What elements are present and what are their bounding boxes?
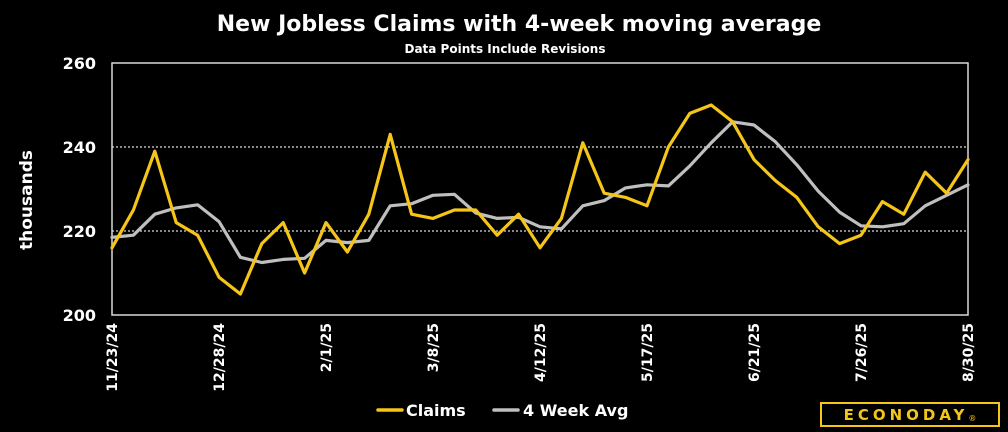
legend: Claims 4 Week Avg (376, 401, 628, 420)
y-axis-label: thousands (17, 150, 37, 250)
legend-label-claims: Claims (406, 401, 466, 420)
logo-text: ECONODAY (843, 405, 969, 424)
y-tick-labels: 200 220 240 260 (63, 54, 96, 325)
plot-frame (111, 62, 969, 316)
x-tick-label: 2/1/25 (319, 323, 335, 372)
y-tick-label: 260 (63, 54, 96, 73)
x-tick-label: 12/28/24 (212, 323, 228, 392)
x-tick-label: 3/8/25 (426, 323, 442, 372)
grid-layer (112, 146, 968, 232)
y-tick-label: 200 (63, 306, 96, 325)
x-tick-labels: 11/23/24 12/28/24 2/1/25 3/8/25 4/12/25 5/17/… (105, 323, 977, 392)
x-tick-label: 5/17/25 (640, 323, 656, 382)
x-tick-label: 11/23/24 (105, 323, 121, 392)
series-line-claims (110, 103, 970, 296)
y-tick-label: 240 (63, 138, 96, 157)
logo-registered-mark: ® (968, 414, 977, 423)
series-line-4-week-avg (110, 120, 970, 265)
econoday-logo: ECONODAY ® (820, 402, 1000, 427)
x-tick-label: 8/30/25 (961, 323, 977, 382)
x-tick-label: 4/12/25 (533, 323, 549, 382)
chart-subtitle: Data Points Include Revisions (404, 42, 605, 56)
x-tick-label: 7/26/25 (854, 323, 870, 382)
y-tick-label: 220 (63, 222, 96, 241)
x-tick-label: 6/21/25 (747, 323, 763, 382)
chart-title: New Jobless Claims with 4-week moving av… (217, 12, 821, 37)
legend-label-4-week-avg: 4 Week Avg (523, 401, 628, 420)
series-layer (110, 103, 970, 296)
